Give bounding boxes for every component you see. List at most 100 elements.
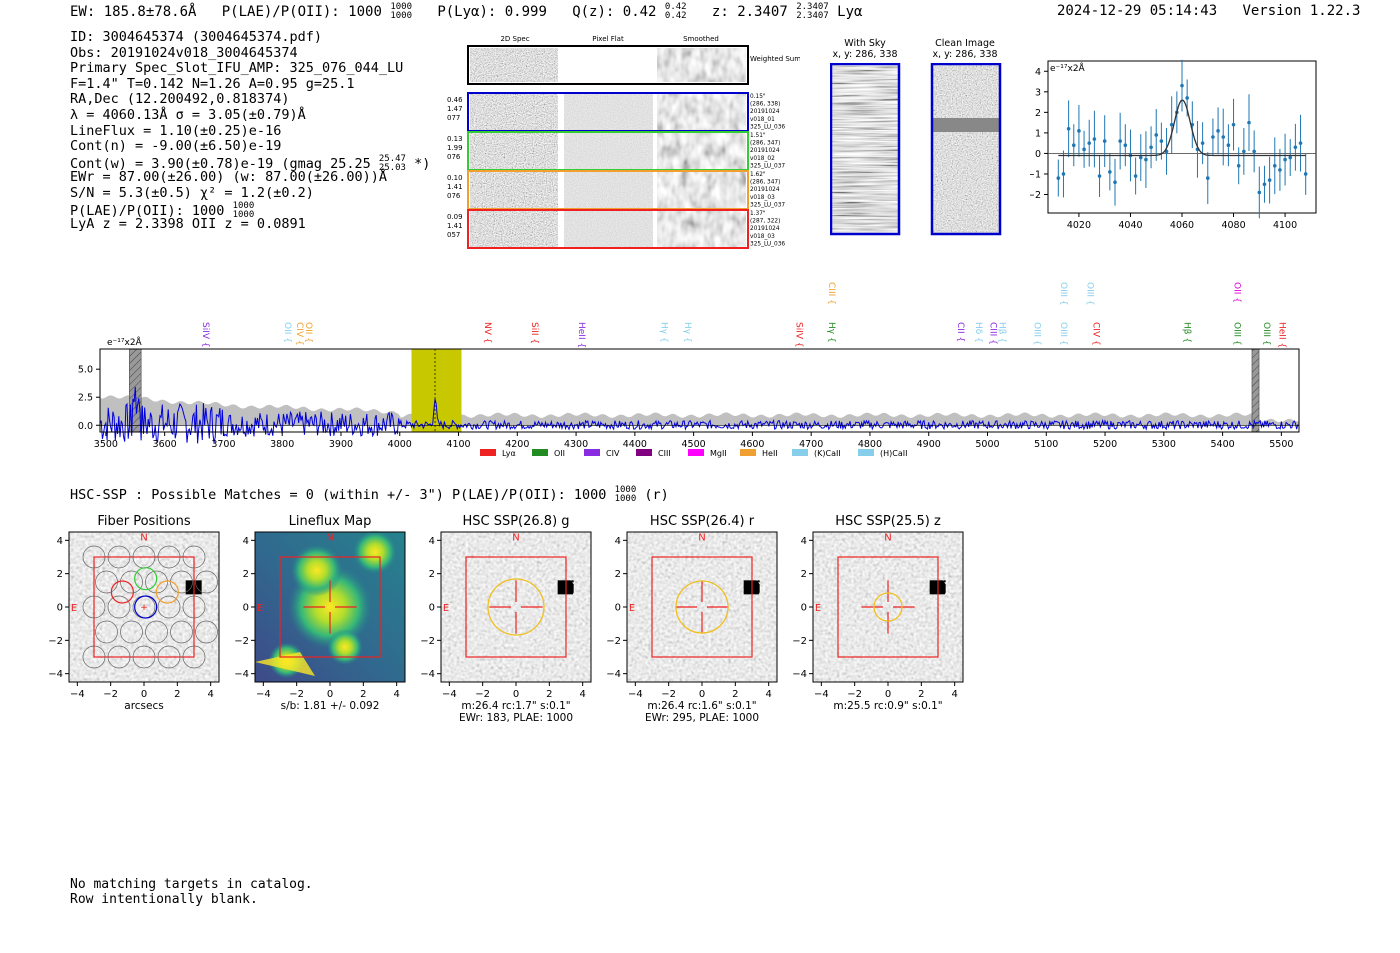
imaging-panel-4: HSC SSP(25.5) z N E −4 −4 −2 −2 0 0 2 2 4 4 m:25.5 rc… bbox=[792, 514, 964, 712]
data-point bbox=[1211, 135, 1215, 139]
east-label: E bbox=[443, 603, 449, 614]
data-point bbox=[1066, 126, 1071, 131]
data-point bbox=[1283, 157, 1287, 162]
x-tick-label: −4 bbox=[442, 689, 457, 700]
source-aperture bbox=[550, 576, 576, 602]
cutout-right-label: (286, 347) bbox=[750, 141, 780, 147]
spectral-line-label: HeII { bbox=[1277, 322, 1287, 348]
col-title-2dspec: 2D Spec bbox=[500, 35, 529, 43]
fiber-highlight bbox=[134, 567, 158, 591]
data-point bbox=[1169, 122, 1174, 127]
panel-title: HSC SSP(26.8) g bbox=[462, 514, 569, 529]
x-tick-label: 2 bbox=[360, 689, 366, 700]
data-point bbox=[1226, 143, 1231, 148]
x-tick-label: 4 bbox=[951, 689, 957, 700]
cutout-left-label: 0.46 bbox=[447, 96, 463, 104]
cutout-left-label: 076 bbox=[447, 153, 461, 161]
legend-swatch bbox=[532, 449, 548, 456]
spectral-line-label: HeII { bbox=[576, 322, 586, 348]
header-right: 2024-12-29 05:14:43 Version 1.22.3 bbox=[1057, 3, 1360, 19]
cutout-right-label: 325_LU_037 bbox=[750, 163, 785, 169]
data-point bbox=[1061, 172, 1066, 176]
east-label: E bbox=[257, 603, 263, 614]
cutout-right-label: 20191024 bbox=[750, 148, 780, 154]
data-point bbox=[1159, 139, 1164, 143]
match-aperture bbox=[487, 578, 545, 636]
spectral-line-label: CIII { bbox=[987, 322, 997, 345]
center-marker: + bbox=[140, 603, 148, 613]
plae-label: P(LAE)/P(OII): 1000 bbox=[221, 4, 382, 20]
x-tick-label: −2 bbox=[661, 689, 676, 700]
spectral-line-label: CIV { bbox=[294, 322, 304, 346]
x-tick-label: −2 bbox=[847, 689, 862, 700]
panel-title: Lineflux Map bbox=[289, 514, 372, 529]
line-fit-unit: e⁻¹⁷x2Å bbox=[1050, 62, 1086, 74]
fiber-circle bbox=[107, 645, 131, 669]
cutout-image bbox=[813, 532, 963, 682]
legend-swatch bbox=[688, 449, 704, 456]
x-tick-label: 4080 bbox=[1221, 220, 1245, 231]
spectral-line-label: Hβ { bbox=[996, 322, 1006, 343]
y-tick-label: 0 bbox=[429, 603, 435, 614]
match-aperture bbox=[873, 592, 903, 622]
x-tick-label: 5400 bbox=[1210, 439, 1234, 450]
search-box bbox=[837, 556, 939, 658]
info-ewr: EWr = 87.00(±26.00) (w: 87.00(±26.00))Å bbox=[70, 169, 387, 186]
panel-caption-2: EWr: 295, PLAE: 1000 bbox=[645, 712, 759, 724]
x-tick-label: 4 bbox=[207, 689, 213, 700]
x-tick-label: 2 bbox=[732, 689, 738, 700]
y-tick-label: 0 bbox=[243, 603, 249, 614]
line-fit-chart: e⁻¹⁷x2Å 4020 4040 4060 4080 4100 4 3 2 1 0 −1 −2 bbox=[1030, 59, 1317, 231]
line-name: Lyα bbox=[837, 4, 863, 20]
data-point bbox=[1303, 172, 1308, 176]
x-tick-label: 4200 bbox=[505, 439, 529, 450]
catalog-note: No matching targets in catalog. Row inte… bbox=[70, 877, 313, 907]
source-aperture bbox=[736, 576, 762, 602]
data-point bbox=[1252, 149, 1256, 154]
cutout-left-label: 1.41 bbox=[447, 222, 463, 230]
flux-blob bbox=[327, 629, 363, 665]
legend-swatch bbox=[480, 449, 496, 456]
cutout-flat-1 bbox=[564, 133, 653, 169]
with-sky-frame bbox=[830, 63, 901, 236]
spectral-line-label: OII { bbox=[282, 322, 292, 343]
legend-swatch bbox=[740, 449, 756, 456]
data-point bbox=[1272, 163, 1277, 168]
legend-label: CIV bbox=[606, 449, 620, 458]
data-point bbox=[1113, 180, 1117, 184]
y-tick-label: 1 bbox=[1035, 128, 1041, 139]
x-tick-label: 4900 bbox=[917, 439, 941, 450]
fiber-highlight bbox=[110, 580, 134, 604]
panel-caption: s/b: 1.81 +/- 0.092 bbox=[281, 700, 380, 712]
spectral-line-label: SiII { bbox=[529, 322, 539, 344]
x-tick-label: −2 bbox=[103, 689, 118, 700]
fiber-circle bbox=[95, 620, 118, 644]
data-point bbox=[1200, 141, 1205, 145]
y-tick-label: −2 bbox=[48, 636, 63, 647]
data-point bbox=[1133, 174, 1138, 178]
imaging-panel-3: HSC SSP(26.4) r N E −4 −4 −2 −2 0 0 2 2 4 4 m:26.4 rc… bbox=[606, 514, 778, 724]
legend-label: OII bbox=[554, 449, 565, 458]
ew-value: EW: 185.8±78.6Å bbox=[70, 4, 197, 20]
data-point bbox=[1242, 149, 1246, 154]
legend-label: MgII bbox=[710, 449, 727, 458]
x-tick-label: 4400 bbox=[623, 439, 647, 450]
y-tick-label: 2 bbox=[615, 569, 621, 580]
panel-title: HSC SSP(25.5) z bbox=[835, 514, 941, 529]
y-tick-label: 4 bbox=[615, 536, 621, 547]
y-tick-label: 5.0 bbox=[78, 365, 93, 376]
fiber-highlight bbox=[134, 595, 158, 619]
fiber-circle bbox=[82, 595, 106, 619]
x-tick-label: 4300 bbox=[564, 439, 588, 450]
spectral-line-label: SiIV { bbox=[794, 322, 804, 348]
info-lineflux: LineFlux = 1.10(±0.25)e-16 bbox=[70, 122, 282, 139]
fiber-circle bbox=[157, 595, 181, 619]
x-tick-label: −2 bbox=[475, 689, 490, 700]
clean-image-title: Clean Image x, y: 286, 338 bbox=[932, 38, 998, 60]
x-tick-label: 2 bbox=[918, 689, 924, 700]
with-sky-image bbox=[831, 64, 899, 234]
x-tick-label: 4000 bbox=[388, 439, 412, 450]
data-point bbox=[1097, 174, 1102, 178]
version: Version 1.22.3 bbox=[1242, 3, 1361, 19]
flux-series-line bbox=[99, 386, 1300, 444]
